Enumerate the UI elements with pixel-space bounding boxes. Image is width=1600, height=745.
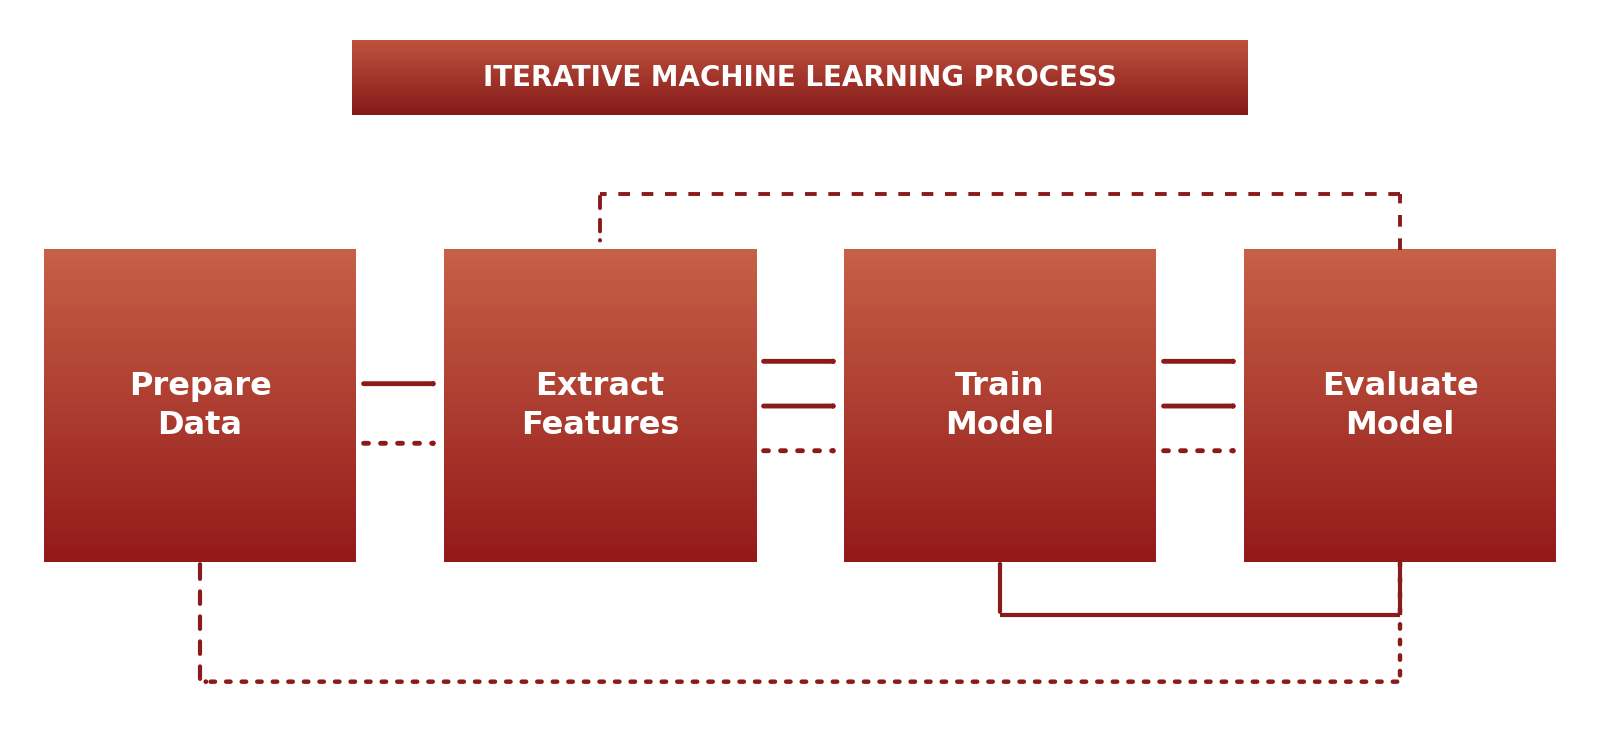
Text: ITERATIVE MACHINE LEARNING PROCESS: ITERATIVE MACHINE LEARNING PROCESS bbox=[483, 64, 1117, 92]
Text: Evaluate
Model: Evaluate Model bbox=[1322, 371, 1478, 441]
Text: Train
Model: Train Model bbox=[946, 371, 1054, 441]
Text: Prepare
Data: Prepare Data bbox=[128, 371, 272, 441]
Text: Extract
Features: Extract Features bbox=[522, 371, 678, 441]
